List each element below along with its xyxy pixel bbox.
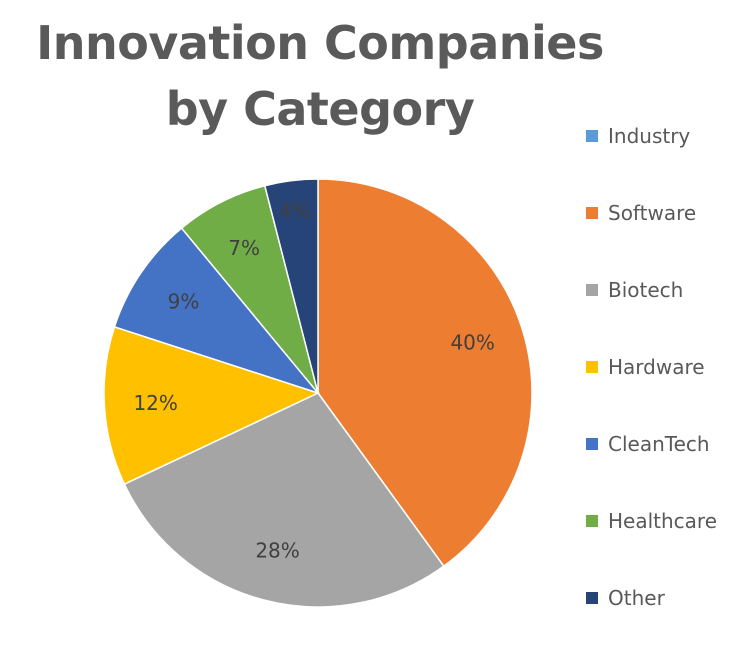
- pie-slice-software: [317, 178, 533, 568]
- legend-item-software: Software: [586, 193, 696, 233]
- legend-label-cleantech: CleanTech: [608, 432, 710, 456]
- data-label-cleantech: 9%: [168, 290, 200, 314]
- chart-title-line-1: Innovation Companies: [36, 16, 604, 70]
- chart-title: Innovation Companies by Category: [0, 10, 640, 142]
- chart-title-line-2: by Category: [165, 82, 475, 136]
- data-label-healthcare: 7%: [228, 236, 260, 260]
- data-label-software: 40%: [450, 331, 494, 355]
- legend-swatch-biotech: [586, 284, 598, 296]
- pie-slice-cleantech: [113, 227, 321, 395]
- legend-label-healthcare: Healthcare: [608, 509, 718, 533]
- pie-slice-other: [263, 178, 319, 394]
- legend-item-hardware: Hardware: [586, 347, 705, 387]
- legend-item-other: Other: [586, 578, 665, 618]
- legend-item-cleantech: CleanTech: [586, 424, 710, 464]
- legend-label-software: Software: [608, 201, 697, 225]
- legend-swatch-hardware: [586, 361, 598, 373]
- legend-label-biotech: Biotech: [608, 278, 684, 302]
- legend-item-healthcare: Healthcare: [586, 501, 717, 541]
- legend-item-industry: Industry: [586, 116, 690, 156]
- data-label-biotech: 28%: [255, 539, 299, 563]
- data-label-hardware: 12%: [133, 391, 177, 415]
- legend-item-biotech: Biotech: [586, 270, 683, 310]
- legend-label-hardware: Hardware: [608, 355, 705, 379]
- legend-label-other: Other: [608, 586, 665, 610]
- legend-label-industry: Industry: [608, 124, 691, 148]
- pie-slice-hardware: [103, 325, 321, 486]
- legend-swatch-cleantech: [586, 438, 598, 450]
- data-label-other: 4%: [279, 198, 311, 222]
- legend-swatch-healthcare: [586, 515, 598, 527]
- legend-swatch-other: [586, 592, 598, 604]
- pie-slice-biotech: [123, 392, 445, 608]
- legend-swatch-software: [586, 207, 598, 219]
- legend-swatch-industry: [586, 130, 598, 142]
